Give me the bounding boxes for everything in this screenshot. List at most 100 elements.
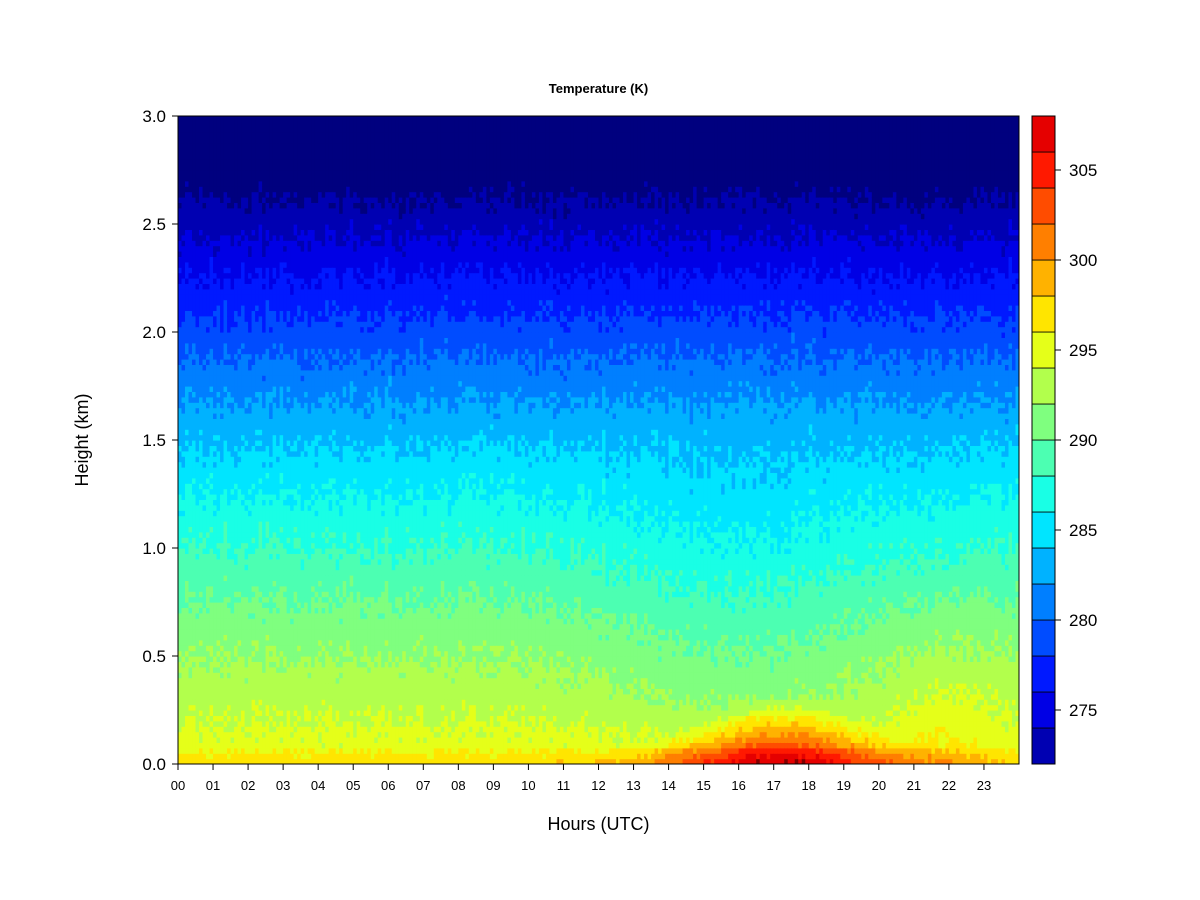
heatmap-cell xyxy=(276,267,280,273)
heatmap-cell xyxy=(185,337,189,343)
heatmap-cell xyxy=(178,521,182,527)
heatmap-cell xyxy=(304,564,308,570)
heatmap-cell xyxy=(290,224,294,230)
heatmap-cell xyxy=(269,451,273,457)
heatmap-cell xyxy=(280,499,284,505)
heatmap-cell xyxy=(273,726,277,732)
heatmap-cell xyxy=(206,510,210,516)
heatmap-cell xyxy=(308,499,312,505)
heatmap-cell xyxy=(220,159,224,165)
heatmap-cell xyxy=(294,710,298,716)
heatmap-cell xyxy=(308,683,312,689)
heatmap-cell xyxy=(259,143,263,149)
heatmap-cell xyxy=(199,580,203,586)
heatmap-cell xyxy=(266,273,270,279)
heatmap-cell xyxy=(304,262,308,268)
heatmap-cell xyxy=(220,429,224,435)
heatmap-cell xyxy=(231,742,235,748)
heatmap-cell xyxy=(196,310,200,316)
heatmap-cell xyxy=(255,170,259,176)
heatmap-cell xyxy=(241,580,245,586)
heatmap-cell xyxy=(255,294,259,300)
heatmap-cell xyxy=(273,181,277,187)
heatmap-cell xyxy=(252,132,256,138)
heatmap-cell xyxy=(255,451,259,457)
heatmap-cell xyxy=(308,705,312,711)
heatmap-cell xyxy=(217,402,221,408)
heatmap-cell xyxy=(245,121,249,127)
heatmap-cell xyxy=(245,472,249,478)
heatmap-cell xyxy=(238,327,242,333)
heatmap-cell xyxy=(259,570,263,576)
heatmap-cell xyxy=(210,256,214,262)
heatmap-cell xyxy=(311,732,315,738)
heatmap-cell xyxy=(210,537,214,543)
heatmap-cell xyxy=(227,580,231,586)
heatmap-cell xyxy=(234,213,238,219)
heatmap-cell xyxy=(227,375,231,381)
heatmap-cell xyxy=(206,159,210,165)
heatmap-cell xyxy=(192,300,196,306)
heatmap-cell xyxy=(266,537,270,543)
heatmap-cell xyxy=(252,202,256,208)
heatmap-cell xyxy=(318,116,322,122)
heatmap-cell xyxy=(196,240,200,246)
heatmap-cell xyxy=(210,451,214,457)
heatmap-cell xyxy=(273,397,277,403)
heatmap-cell xyxy=(269,699,273,705)
heatmap-cell xyxy=(196,467,200,473)
heatmap-cell xyxy=(178,672,182,678)
heatmap-cell xyxy=(322,667,326,673)
heatmap-cell xyxy=(241,683,245,689)
heatmap-cell xyxy=(304,602,308,608)
heatmap-cell xyxy=(308,202,312,208)
heatmap-cell xyxy=(290,294,294,300)
heatmap-cell xyxy=(318,138,322,144)
heatmap-cell xyxy=(224,175,228,181)
heatmap-cell xyxy=(280,705,284,711)
heatmap-cell xyxy=(241,694,245,700)
heatmap-cell xyxy=(224,537,228,543)
heatmap-cell xyxy=(241,175,245,181)
heatmap-cell xyxy=(269,667,273,673)
heatmap-cell xyxy=(206,132,210,138)
heatmap-cell xyxy=(196,143,200,149)
heatmap-cell xyxy=(283,602,287,608)
heatmap-cell xyxy=(203,445,207,451)
heatmap-cell xyxy=(185,699,189,705)
heatmap-cell xyxy=(259,229,263,235)
heatmap-cell xyxy=(294,602,298,608)
heatmap-cell xyxy=(287,748,291,754)
heatmap-cell xyxy=(255,570,259,576)
heatmap-cell xyxy=(224,456,228,462)
heatmap-cell xyxy=(248,516,252,522)
heatmap-cell xyxy=(266,732,270,738)
heatmap-cell xyxy=(192,651,196,657)
heatmap-cell xyxy=(248,467,252,473)
heatmap-cell xyxy=(255,408,259,414)
heatmap-cell xyxy=(182,597,186,603)
heatmap-cell xyxy=(213,456,217,462)
heatmap-cell xyxy=(227,559,231,565)
heatmap-cell xyxy=(234,424,238,430)
heatmap-cell xyxy=(276,251,280,257)
heatmap-cell xyxy=(266,742,270,748)
heatmap-cell xyxy=(262,467,266,473)
heatmap-cell xyxy=(290,267,294,273)
heatmap-cell xyxy=(248,289,252,295)
heatmap-cell xyxy=(189,521,193,527)
heatmap-cell xyxy=(252,424,256,430)
heatmap-cell xyxy=(283,224,287,230)
heatmap-cell xyxy=(318,402,322,408)
heatmap-cell xyxy=(266,381,270,387)
heatmap-cell xyxy=(308,645,312,651)
heatmap-cell xyxy=(283,186,287,192)
heatmap-cell xyxy=(199,192,203,198)
heatmap-cell xyxy=(276,564,280,570)
heatmap-cell xyxy=(287,494,291,500)
heatmap-cell xyxy=(259,613,263,619)
heatmap-cell xyxy=(308,354,312,360)
heatmap-cell xyxy=(248,402,252,408)
heatmap-cell xyxy=(280,591,284,597)
heatmap-cell xyxy=(182,316,186,322)
